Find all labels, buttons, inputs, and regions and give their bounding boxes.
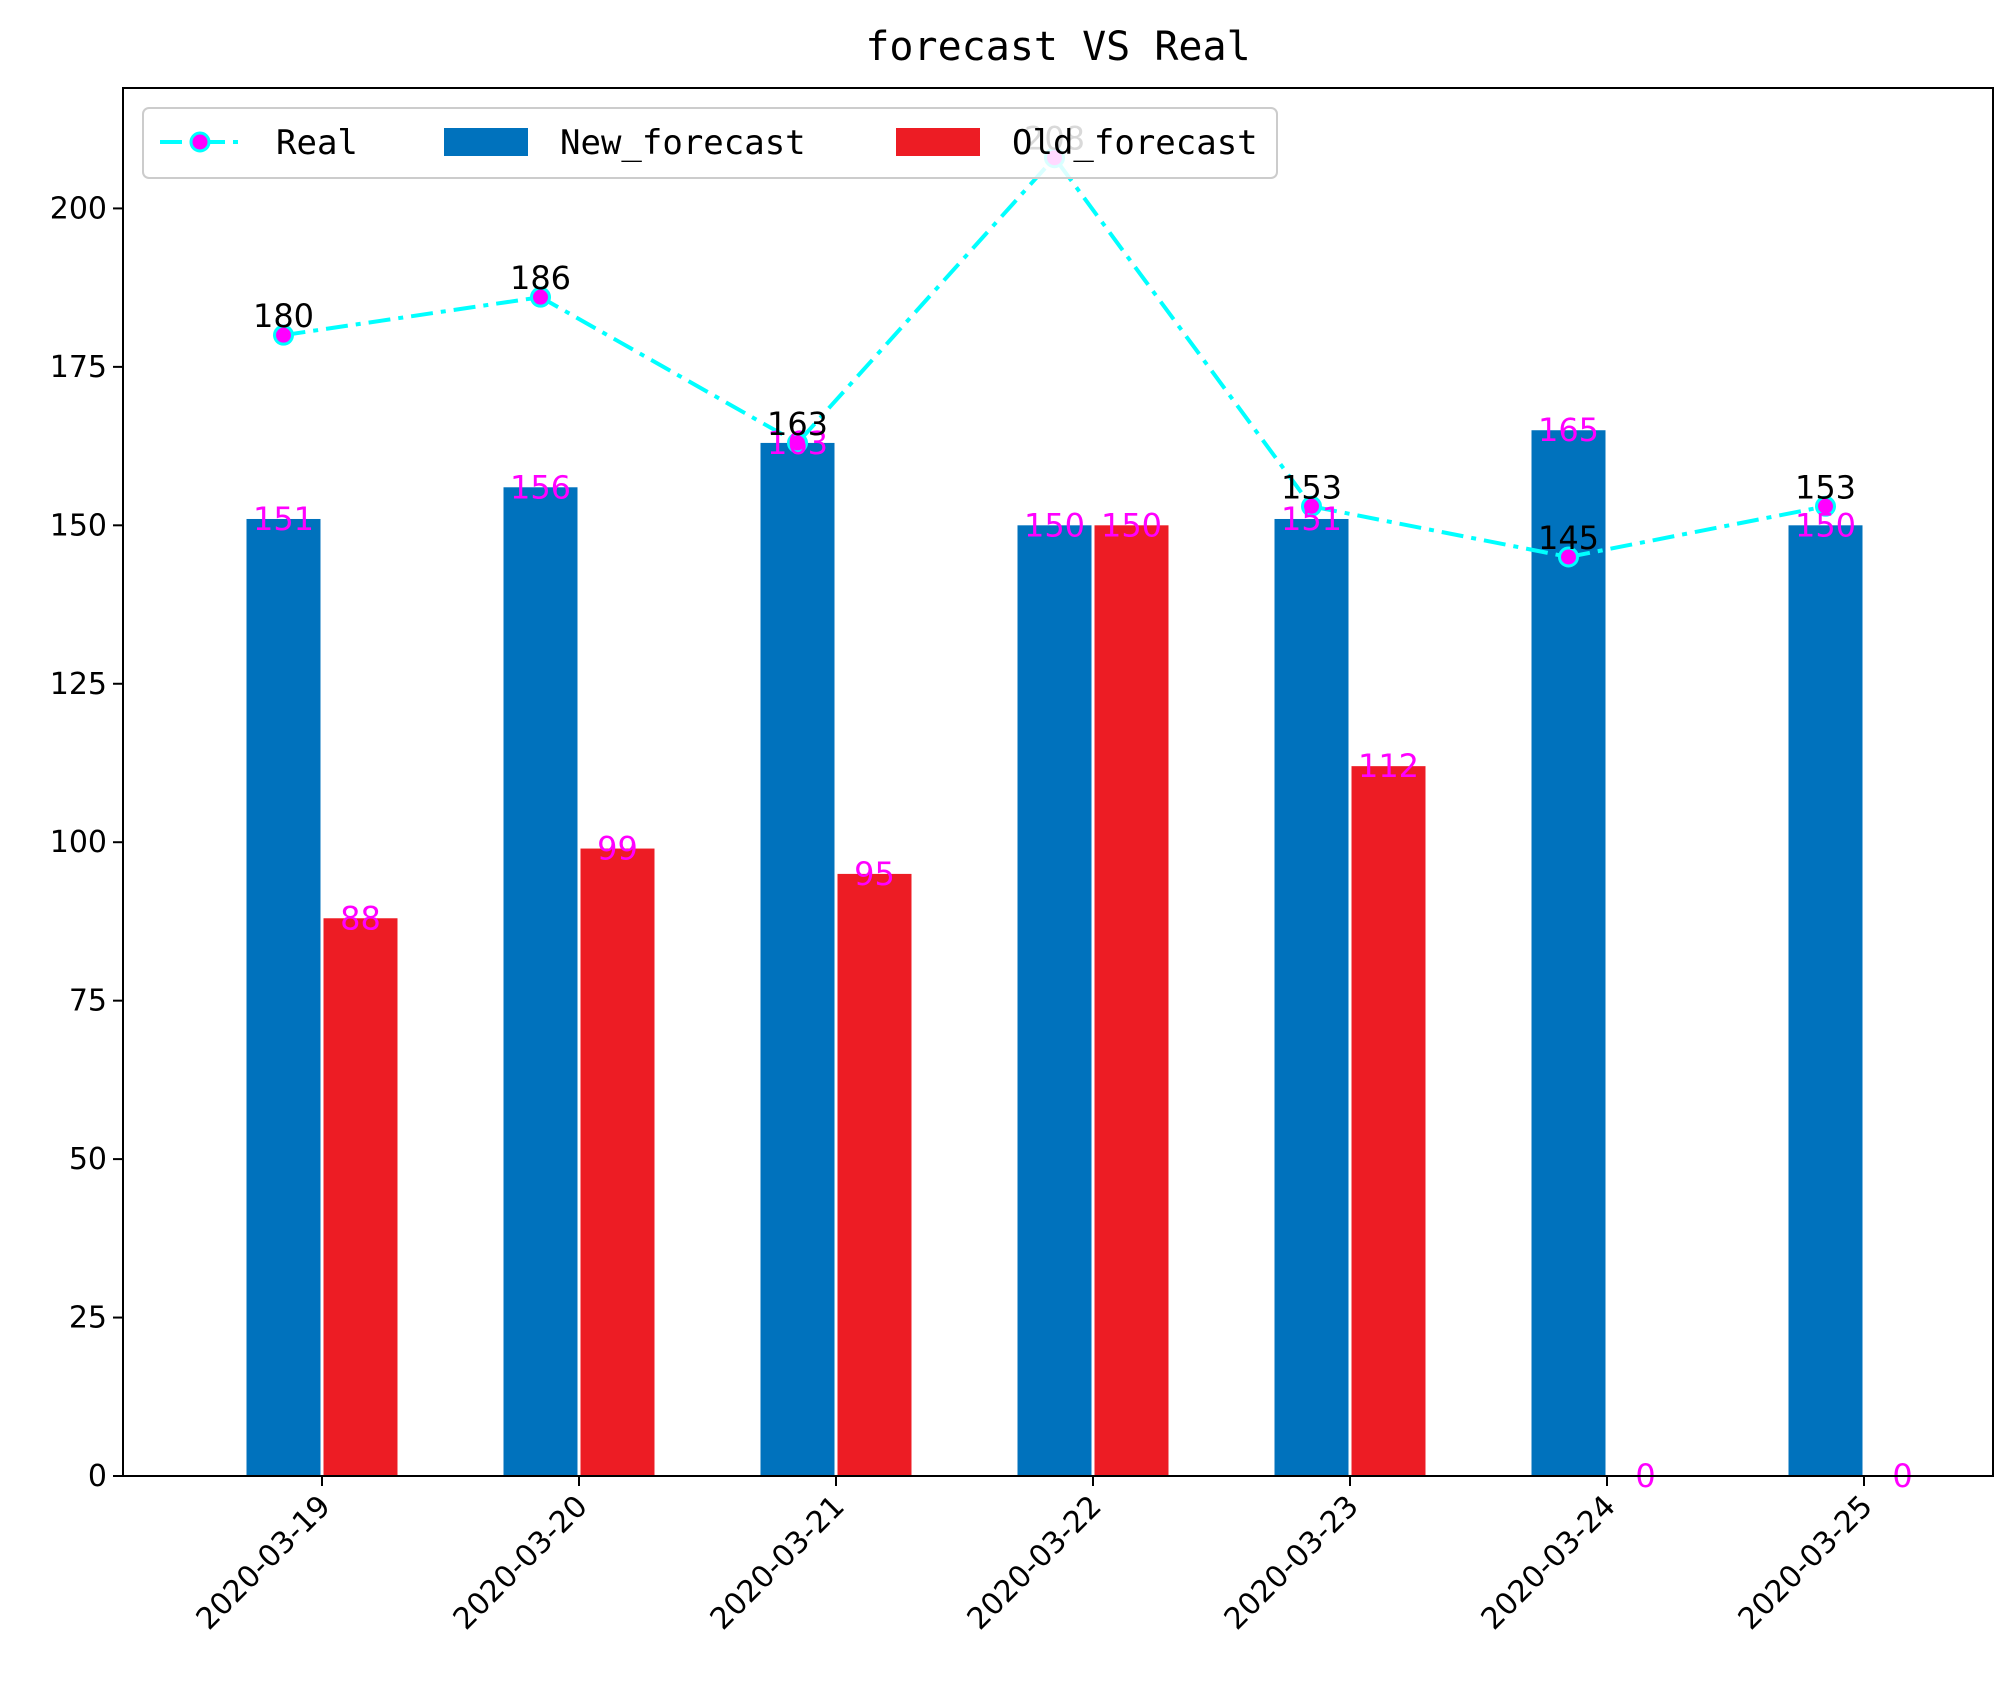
real-label-2020-03-24: 145	[1538, 519, 1599, 557]
legend-swatch-new-forecast	[444, 128, 528, 156]
old-forecast-bar-2020-03-19	[323, 918, 398, 1476]
new-forecast-bar-2020-03-23	[1274, 518, 1349, 1476]
y-tick-label-50: 50	[69, 1142, 107, 1177]
new-forecast-label-2020-03-22: 150	[1024, 506, 1085, 544]
y-tick-label-75: 75	[69, 984, 107, 1019]
real-label-2020-03-20: 186	[510, 259, 571, 297]
old-forecast-label-2020-03-19: 88	[340, 899, 381, 937]
plot-frame	[122, 87, 1994, 1477]
new-forecast-label-2020-03-21: 163	[767, 424, 828, 462]
new-forecast-bar-2020-03-20	[503, 487, 578, 1476]
legend-frame	[142, 107, 1278, 179]
new-forecast-label-2020-03-24: 165	[1538, 411, 1599, 449]
legend-swatch-real-marker	[189, 131, 211, 153]
real-label-2020-03-23: 153	[1281, 468, 1342, 506]
real-label-2020-03-25: 153	[1795, 468, 1856, 506]
y-tick-label-150: 150	[50, 508, 107, 543]
real-label-2020-03-19: 180	[253, 297, 314, 335]
old-forecast-label-2020-03-23: 112	[1358, 747, 1419, 785]
real-label-2020-03-21: 163	[767, 405, 828, 443]
y-tick-label-100: 100	[50, 825, 107, 860]
old-forecast-bar-2020-03-22	[1094, 525, 1169, 1476]
chart-title: forecast VS Real	[865, 24, 1250, 70]
old-forecast-label-2020-03-20: 99	[597, 830, 638, 868]
new-forecast-label-2020-03-23: 151	[1281, 500, 1342, 538]
new-forecast-bar-2020-03-24	[1531, 430, 1606, 1476]
y-tick-label-125: 125	[50, 667, 107, 702]
old-forecast-bar-2020-03-20	[580, 848, 655, 1476]
new-forecast-label-2020-03-25: 150	[1795, 506, 1856, 544]
real-point-2020-03-23	[1301, 495, 1322, 517]
legend-label-real: Real	[276, 123, 358, 163]
new-forecast-bar-2020-03-25	[1788, 525, 1863, 1476]
old-forecast-bar-2020-03-23	[1351, 766, 1426, 1476]
new-forecast-label-2020-03-19: 151	[253, 500, 314, 538]
y-tick-label-175: 175	[50, 350, 107, 385]
y-axis: 0 25 50 75 100 125 150 175 200	[50, 191, 123, 1494]
old-forecast-bar-2020-03-21	[837, 873, 912, 1476]
real-point-2020-03-19	[273, 324, 294, 346]
new-forecast-label-2020-03-20: 156	[510, 468, 571, 506]
real-point-2020-03-24	[1558, 546, 1579, 568]
new-forecast-bar-2020-03-19	[246, 518, 321, 1476]
legend: Real New_forecast Old_forecast	[142, 107, 1278, 179]
legend-label-old-forecast: Old_forecast	[1012, 123, 1258, 163]
bars-layer	[246, 430, 1863, 1476]
y-tick-label-200: 200	[50, 191, 107, 226]
real-point-2020-03-20	[530, 286, 551, 308]
legend-swatch-old-forecast	[896, 128, 980, 156]
real-point-2020-03-21	[787, 432, 808, 454]
new-forecast-bar-2020-03-22	[1017, 525, 1092, 1476]
y-tick-label-25: 25	[69, 1301, 107, 1336]
new-forecast-bar-2020-03-21	[760, 442, 835, 1476]
old-forecast-label-2020-03-21: 95	[854, 855, 895, 893]
legend-label-new-forecast: New_forecast	[560, 123, 806, 163]
real-point-2020-03-25	[1815, 495, 1836, 517]
old-forecast-label-2020-03-22: 150	[1101, 506, 1162, 544]
y-tick-label-0: 0	[88, 1459, 107, 1494]
